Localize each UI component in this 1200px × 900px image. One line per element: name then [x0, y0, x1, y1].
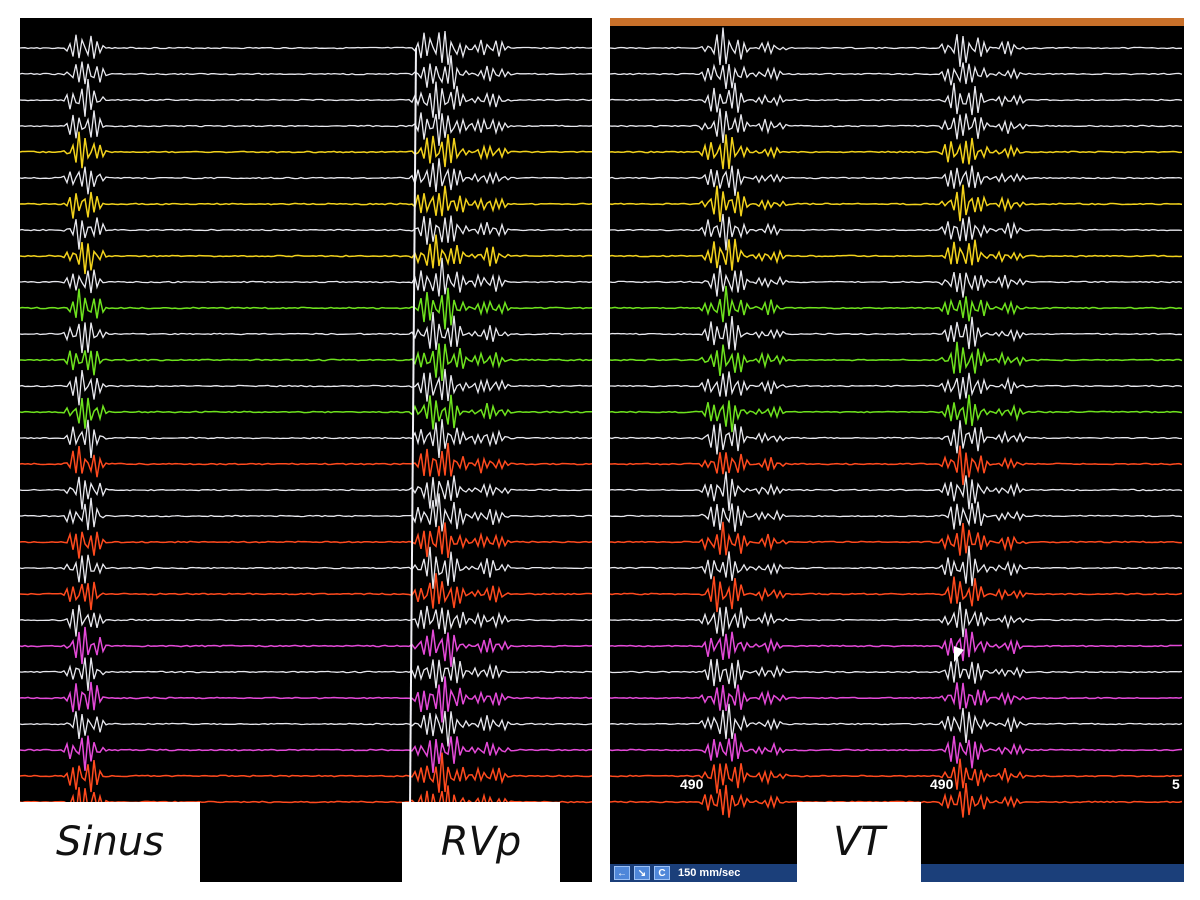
- electrogram-trace: [610, 371, 1183, 400]
- electrogram-trace: [20, 626, 592, 667]
- electrogram-trace: [610, 733, 1183, 769]
- electrogram-trace: [610, 394, 1183, 433]
- electrogram-trace: [20, 735, 592, 773]
- electrogram-trace: [20, 573, 592, 611]
- electrogram-trace: [20, 287, 592, 330]
- electrogram-trace: [20, 215, 592, 250]
- electrogram-trace: [610, 521, 1182, 556]
- electrogram-trace: [20, 79, 592, 120]
- electrogram-trace: [20, 475, 592, 510]
- electrogram-trace: [610, 108, 1183, 143]
- electrogram-trace: [610, 82, 1183, 116]
- electrogram-trace: [610, 62, 1183, 89]
- pacing-spike: [409, 47, 417, 809]
- electrogram-traces-left: [20, 30, 592, 820]
- electrogram-trace: [610, 341, 1183, 376]
- electrogram-trace: [610, 576, 1183, 613]
- diagonal-arrow-button[interactable]: ↘: [634, 866, 650, 880]
- electrogram-trace: [20, 442, 592, 478]
- ep-panel-vt: 490 490 5 ← ↘ C 150 mm/sec: [610, 18, 1184, 882]
- electrogram-trace: [20, 234, 592, 275]
- electrogram-trace: [610, 265, 1183, 298]
- electrogram-trace: [610, 27, 1182, 67]
- electrogram-trace: [610, 501, 1183, 532]
- electrogram-trace: [610, 758, 1183, 794]
- electrogram-trace: [610, 184, 1183, 222]
- window-top-bar: [610, 18, 1184, 26]
- sweep-speed-label[interactable]: 150 mm/sec: [678, 867, 741, 879]
- electrogram-trace: [610, 445, 1183, 486]
- left-arrow-button[interactable]: ←: [614, 866, 630, 880]
- electrogram-trace: [20, 676, 592, 723]
- electrogram-trace: [20, 604, 592, 637]
- electrogram-trace: [610, 545, 1183, 587]
- electrogram-trace: [20, 30, 592, 65]
- electrogram-trace: [610, 315, 1183, 351]
- electrogram-trace: [610, 703, 1183, 743]
- electrogram-trace: [20, 368, 592, 406]
- electrogram-trace: [20, 394, 592, 430]
- electrogram-trace: [20, 656, 592, 691]
- electrogram-trace: [20, 752, 592, 793]
- electrogram-trace: [610, 654, 1183, 689]
- electrogram-trace: [20, 257, 592, 297]
- electrogram-trace: [20, 158, 592, 195]
- electrogram-trace: [610, 682, 1183, 712]
- electrogram-trace: [610, 628, 1183, 662]
- electrogram-trace: [610, 165, 1183, 196]
- ep-panel-sinus-rvp: [20, 18, 592, 882]
- electrogram-trace: [610, 285, 1183, 323]
- c-button[interactable]: C: [654, 866, 670, 880]
- electrogram-trace: [20, 185, 592, 219]
- electrogram-trace: [20, 493, 592, 532]
- caption-vt: VT: [797, 802, 921, 882]
- electrogram-trace: [20, 710, 592, 747]
- electrogram-trace: [20, 110, 592, 146]
- electrogram-trace: [20, 55, 592, 90]
- caption-rvp: RVp: [402, 802, 560, 882]
- cycle-length-label: 5: [1172, 776, 1180, 792]
- electrogram-trace: [20, 131, 592, 169]
- electrogram-trace: [20, 343, 592, 381]
- electrogram-trace: [610, 471, 1183, 511]
- electrogram-trace: [610, 213, 1183, 251]
- electrogram-traces-right: [610, 27, 1183, 818]
- electrogram-trace: [610, 238, 1183, 271]
- electrogram-trace: [610, 783, 1183, 818]
- electrogram-trace: [20, 546, 592, 589]
- mouse-pointer-icon: [954, 646, 964, 666]
- electrogram-trace: [20, 312, 592, 354]
- electrogram-trace: [610, 420, 1183, 455]
- electrogram-trace: [610, 601, 1183, 638]
- electrogram-trace: [610, 134, 1183, 170]
- electrogram-trace: [20, 419, 592, 459]
- electrogram-trace: [20, 522, 592, 559]
- cycle-length-label: 490: [930, 776, 954, 792]
- cycle-length-label: 490: [680, 776, 704, 792]
- caption-sinus: Sinus: [20, 802, 200, 882]
